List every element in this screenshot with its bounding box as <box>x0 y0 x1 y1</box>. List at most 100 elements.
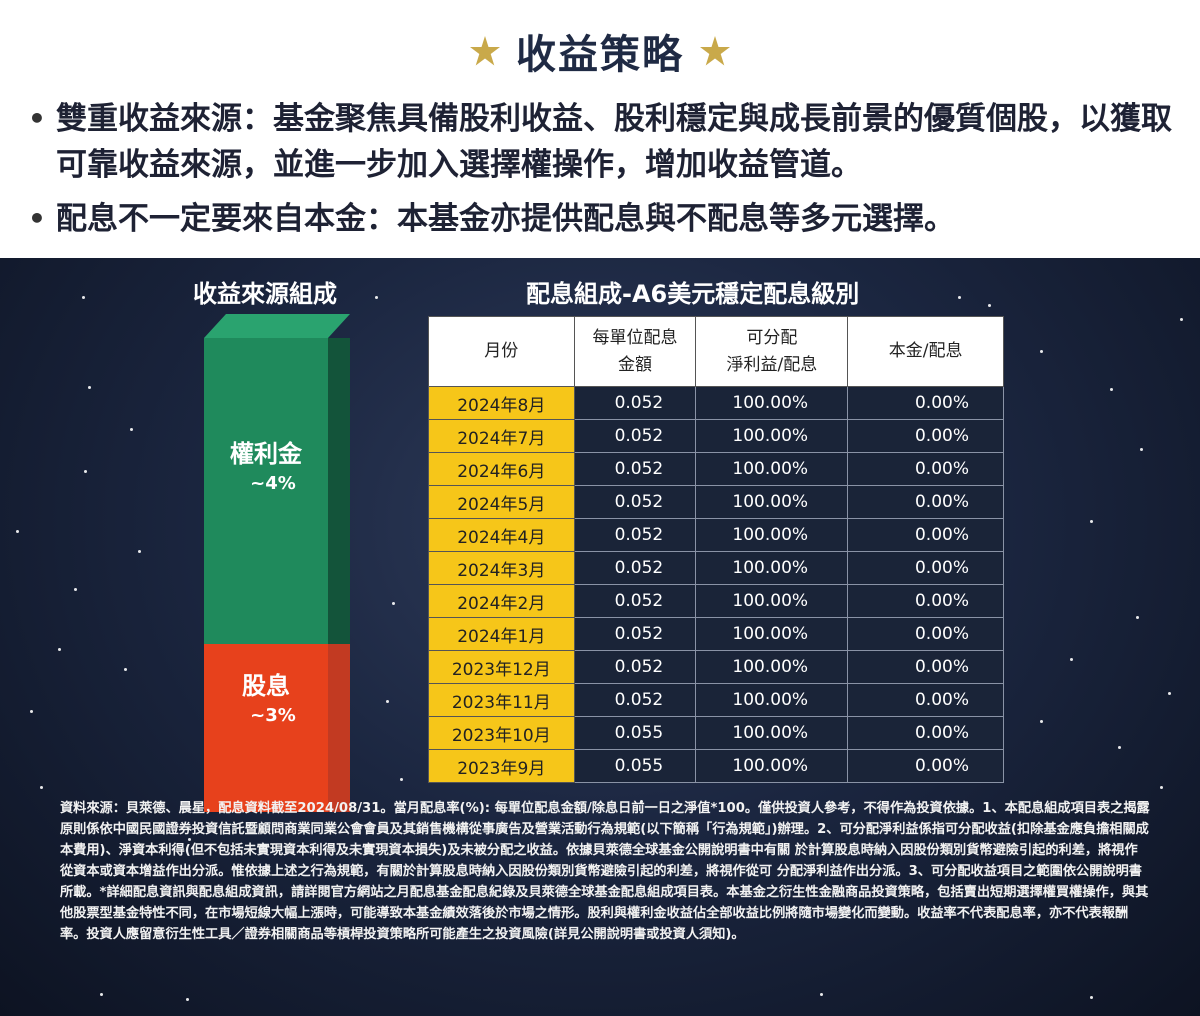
star-dot <box>1180 318 1183 321</box>
star-dot <box>130 428 133 431</box>
principal-cell: 0.00% <box>847 452 1004 486</box>
star-dot <box>1090 996 1093 999</box>
star-dot <box>100 993 103 996</box>
star-dot <box>1118 746 1121 749</box>
table-row: 2023年12月 0.052 100.00% 0.00% <box>428 650 1004 684</box>
amount-cell: 0.052 <box>573 452 697 486</box>
amount-cell: 0.052 <box>573 683 697 717</box>
star-dot <box>82 296 85 299</box>
table-row: 2024年7月 0.052 100.00% 0.00% <box>428 419 1004 453</box>
bullet-dot: • <box>28 202 46 235</box>
bullet-text: 雙重收益來源：基金聚焦具備股利收益、股利穩定與成長前景的優質個股，以獲取可靠收益… <box>56 101 1172 183</box>
bar-segment-dividend <box>204 644 328 812</box>
distributable-cell: 100.00% <box>695 650 849 684</box>
star-dot <box>820 993 823 996</box>
star-dot <box>392 602 395 605</box>
table-row: 2023年9月 0.055 100.00% 0.00% <box>428 749 1004 783</box>
amount-cell: 0.055 <box>573 749 697 783</box>
col-month: 月份 <box>428 316 575 387</box>
amount-cell: 0.052 <box>573 584 697 618</box>
month-cell: 2024年7月 <box>428 419 575 453</box>
col-distributable-line1: 可分配 <box>746 327 798 348</box>
table-row: 2024年4月 0.052 100.00% 0.00% <box>428 518 1004 552</box>
segment-name: 權利金 <box>230 440 302 468</box>
star-dot <box>958 296 961 299</box>
distributable-cell: 100.00% <box>695 716 849 750</box>
star-dot <box>1040 720 1043 723</box>
month-cell: 2023年10月 <box>428 716 575 750</box>
dividend-table-title: 配息組成-A6美元穩定配息級別 <box>526 280 860 308</box>
principal-cell: 0.00% <box>847 716 1004 750</box>
star-dot <box>188 838 191 841</box>
col-distributable: 可分配 淨利益/配息 <box>695 316 849 387</box>
amount-cell: 0.052 <box>573 650 697 684</box>
table-row: 2024年8月 0.052 100.00% 0.00% <box>428 386 1004 420</box>
page-title: 收益策略 <box>516 32 684 78</box>
col-amount: 每單位配息 金額 <box>573 316 697 387</box>
distributable-cell: 100.00% <box>695 386 849 420</box>
dividend-label: 股息 ~3% <box>204 666 328 726</box>
star-dot <box>640 800 643 803</box>
col-amount-line2: 金額 <box>617 354 652 375</box>
star-dot <box>1168 692 1171 695</box>
segment-pct: ~4% <box>250 473 296 494</box>
star-dot <box>1110 388 1113 391</box>
star-dot <box>1160 786 1163 789</box>
bullet-text: 配息不一定要來自本金：本基金亦提供配息與不配息等多元選擇。 <box>56 201 955 237</box>
premium-label: 權利金 ~4% <box>204 434 328 494</box>
col-distributable-line2: 淨利益/配息 <box>726 354 818 375</box>
col-amount-line1: 每單位配息 <box>592 327 678 348</box>
amount-cell: 0.055 <box>573 716 697 750</box>
bullet-item: • 雙重收益來源：基金聚焦具備股利收益、股利穩定與成長前景的優質個股，以獲取可靠… <box>28 96 1188 188</box>
star-dot <box>74 588 77 591</box>
star-dot <box>1140 448 1143 451</box>
starry-panel: 收益來源組成 配息組成-A6美元穩定配息級別 權利金 ~4% 股息 ~3% 月份 <box>0 258 1200 1016</box>
distributable-cell: 100.00% <box>695 518 849 552</box>
bullet-dot: • <box>28 102 46 135</box>
income-stack-bar: 權利金 ~4% 股息 ~3% <box>204 314 350 812</box>
amount-cell: 0.052 <box>573 617 697 651</box>
segment-pct: ~3% <box>250 705 296 726</box>
star-dot <box>30 710 33 713</box>
title-row: 收益策略 <box>0 22 1200 80</box>
star-dot <box>138 550 141 553</box>
bar-side-face <box>328 338 350 644</box>
distributable-cell: 100.00% <box>695 584 849 618</box>
bar-top-face <box>204 314 350 338</box>
dividend-table: 月份 每單位配息 金額 可分配 淨利益/配息 本金/配息 2024年8月 0.05… <box>428 316 1004 783</box>
month-cell: 2024年5月 <box>428 485 575 519</box>
amount-cell: 0.052 <box>573 485 697 519</box>
month-cell: 2024年2月 <box>428 584 575 618</box>
segment-name: 股息 <box>242 672 290 700</box>
principal-cell: 0.00% <box>847 518 1004 552</box>
month-cell: 2023年12月 <box>428 650 575 684</box>
distributable-cell: 100.00% <box>695 617 849 651</box>
intro-section: 收益策略 • 雙重收益來源：基金聚焦具備股利收益、股利穩定與成長前景的優質個股，… <box>0 0 1200 258</box>
distributable-cell: 100.00% <box>695 749 849 783</box>
principal-cell: 0.00% <box>847 683 1004 717</box>
amount-cell: 0.052 <box>573 419 697 453</box>
star-dot <box>375 296 378 299</box>
star-dot <box>1136 616 1139 619</box>
principal-cell: 0.00% <box>847 584 1004 618</box>
principal-cell: 0.00% <box>847 749 1004 783</box>
star-dot <box>124 668 127 671</box>
footnote: 資料來源：貝萊德、晨星，配息資料截至2024/08/31。當月配息率(%): 每… <box>60 801 1150 942</box>
star-dot <box>1090 520 1093 523</box>
star-icon <box>469 36 500 66</box>
month-cell: 2023年9月 <box>428 749 575 783</box>
table-row: 2024年2月 0.052 100.00% 0.00% <box>428 584 1004 618</box>
principal-cell: 0.00% <box>847 485 1004 519</box>
table-row: 2024年1月 0.052 100.00% 0.00% <box>428 617 1004 651</box>
star-dot <box>1070 658 1073 661</box>
amount-cell: 0.052 <box>573 386 697 420</box>
table-row: 2024年3月 0.052 100.00% 0.00% <box>428 551 1004 585</box>
bullet-list: • 雙重收益來源：基金聚焦具備股利收益、股利穩定與成長前景的優質個股，以獲取可靠… <box>28 96 1188 242</box>
month-cell: 2024年1月 <box>428 617 575 651</box>
star-dot <box>40 786 43 789</box>
amount-cell: 0.052 <box>573 518 697 552</box>
table-row: 2024年6月 0.052 100.00% 0.00% <box>428 452 1004 486</box>
principal-cell: 0.00% <box>847 617 1004 651</box>
principal-cell: 0.00% <box>847 419 1004 453</box>
distributable-cell: 100.00% <box>695 683 849 717</box>
